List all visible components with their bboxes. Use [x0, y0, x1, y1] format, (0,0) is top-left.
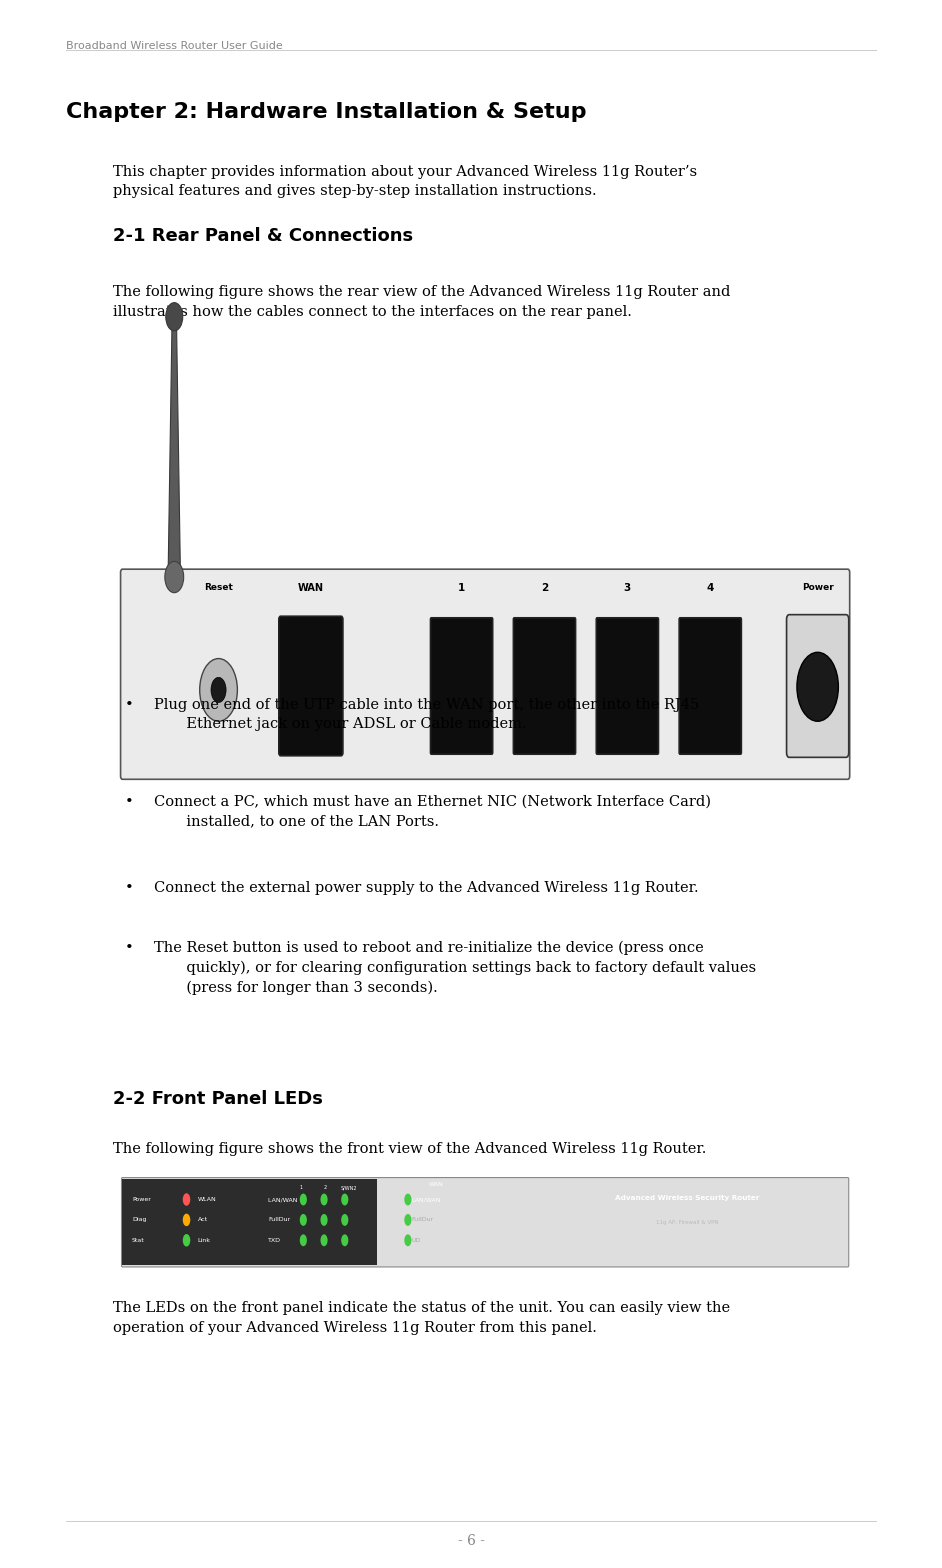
Text: 2-1 Rear Panel & Connections: 2-1 Rear Panel & Connections — [113, 227, 414, 245]
Circle shape — [300, 1193, 307, 1206]
Text: The LEDs on the front panel indicate the status of the unit. You can easily view: The LEDs on the front panel indicate the… — [113, 1301, 730, 1334]
Text: 2: 2 — [541, 583, 548, 593]
Text: FullDur: FullDur — [268, 1217, 291, 1223]
Text: This chapter provides information about your Advanced Wireless 11g Router’s
phys: This chapter provides information about … — [113, 165, 697, 198]
Text: •: • — [124, 795, 133, 809]
Polygon shape — [168, 329, 181, 572]
Text: 1: 1 — [300, 1185, 303, 1190]
Text: Chapter 2: Hardware Installation & Setup: Chapter 2: Hardware Installation & Setup — [66, 102, 587, 122]
Text: Stat: Stat — [132, 1237, 145, 1243]
Circle shape — [300, 1234, 307, 1247]
Circle shape — [166, 303, 183, 331]
Text: UD: UD — [412, 1237, 421, 1243]
Text: TXD: TXD — [268, 1237, 282, 1243]
Text: Broadband Wireless Router User Guide: Broadband Wireless Router User Guide — [66, 41, 283, 50]
Circle shape — [320, 1193, 328, 1206]
Text: •: • — [124, 698, 133, 712]
Circle shape — [341, 1214, 349, 1226]
Text: LAN/WAN 1: LAN/WAN 1 — [268, 1196, 304, 1203]
Circle shape — [183, 1193, 190, 1206]
Circle shape — [211, 677, 226, 702]
FancyBboxPatch shape — [679, 618, 741, 754]
Circle shape — [183, 1214, 190, 1226]
FancyBboxPatch shape — [121, 569, 850, 779]
Text: Plug one end of the UTP cable into the WAN port, the other into the RJ45
       : Plug one end of the UTP cable into the W… — [154, 698, 699, 731]
Text: S/WN2: S/WN2 — [340, 1185, 357, 1190]
Text: Reset: Reset — [204, 583, 233, 593]
Text: LAN/WAN: LAN/WAN — [412, 1196, 441, 1203]
Circle shape — [320, 1214, 328, 1226]
Text: 2: 2 — [323, 1185, 327, 1190]
Circle shape — [404, 1193, 412, 1206]
Text: Act: Act — [198, 1217, 208, 1223]
Circle shape — [183, 1234, 190, 1247]
Text: The following figure shows the rear view of the Advanced Wireless 11g Router and: The following figure shows the rear view… — [113, 285, 730, 318]
Circle shape — [797, 652, 838, 721]
Text: •: • — [124, 881, 133, 895]
Circle shape — [200, 659, 237, 721]
Text: The Reset button is used to reboot and re-initialize the device (press once
    : The Reset button is used to reboot and r… — [154, 941, 755, 996]
Text: 3: 3 — [624, 583, 631, 593]
FancyBboxPatch shape — [122, 1178, 849, 1267]
Text: 2-2 Front Panel LEDs: 2-2 Front Panel LEDs — [113, 1090, 323, 1107]
FancyBboxPatch shape — [787, 615, 849, 757]
FancyBboxPatch shape — [122, 1179, 377, 1265]
FancyBboxPatch shape — [430, 618, 493, 754]
Circle shape — [165, 561, 184, 593]
Text: 11g AP, Firewall & VPN: 11g AP, Firewall & VPN — [657, 1220, 719, 1225]
Text: Connect a PC, which must have an Ethernet NIC (Network Interface Card)
       in: Connect a PC, which must have an Etherne… — [154, 795, 710, 828]
FancyBboxPatch shape — [513, 618, 576, 754]
Circle shape — [404, 1234, 412, 1247]
Text: Diag: Diag — [132, 1217, 146, 1223]
Text: 4: 4 — [706, 583, 714, 593]
Circle shape — [320, 1234, 328, 1247]
Text: Power: Power — [802, 583, 834, 593]
Text: Connect the external power supply to the Advanced Wireless 11g Router.: Connect the external power supply to the… — [154, 881, 698, 895]
Text: The following figure shows the front view of the Advanced Wireless 11g Router.: The following figure shows the front vie… — [113, 1142, 706, 1156]
Text: 1: 1 — [458, 583, 465, 593]
Text: WAN: WAN — [429, 1182, 444, 1187]
Circle shape — [300, 1214, 307, 1226]
FancyBboxPatch shape — [279, 616, 343, 756]
Circle shape — [341, 1234, 349, 1247]
Circle shape — [404, 1214, 412, 1226]
Text: •: • — [124, 941, 133, 955]
Text: WAN: WAN — [298, 583, 324, 593]
Text: Link: Link — [198, 1237, 211, 1243]
Circle shape — [341, 1193, 349, 1206]
Text: Advanced Wireless Security Router: Advanced Wireless Security Router — [615, 1195, 760, 1201]
Text: FullDur: FullDur — [412, 1217, 434, 1223]
Text: Power: Power — [132, 1196, 151, 1203]
FancyBboxPatch shape — [596, 618, 658, 754]
Text: WLAN: WLAN — [198, 1196, 217, 1203]
Text: - 6 -: - 6 - — [458, 1534, 484, 1548]
